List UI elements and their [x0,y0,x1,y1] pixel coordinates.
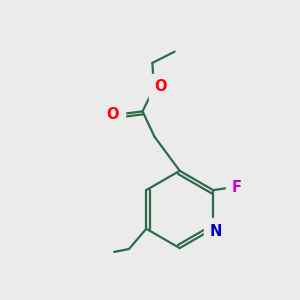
Text: N: N [209,224,222,238]
Text: F: F [232,180,242,195]
Text: O: O [155,80,167,94]
Text: O: O [106,107,119,122]
